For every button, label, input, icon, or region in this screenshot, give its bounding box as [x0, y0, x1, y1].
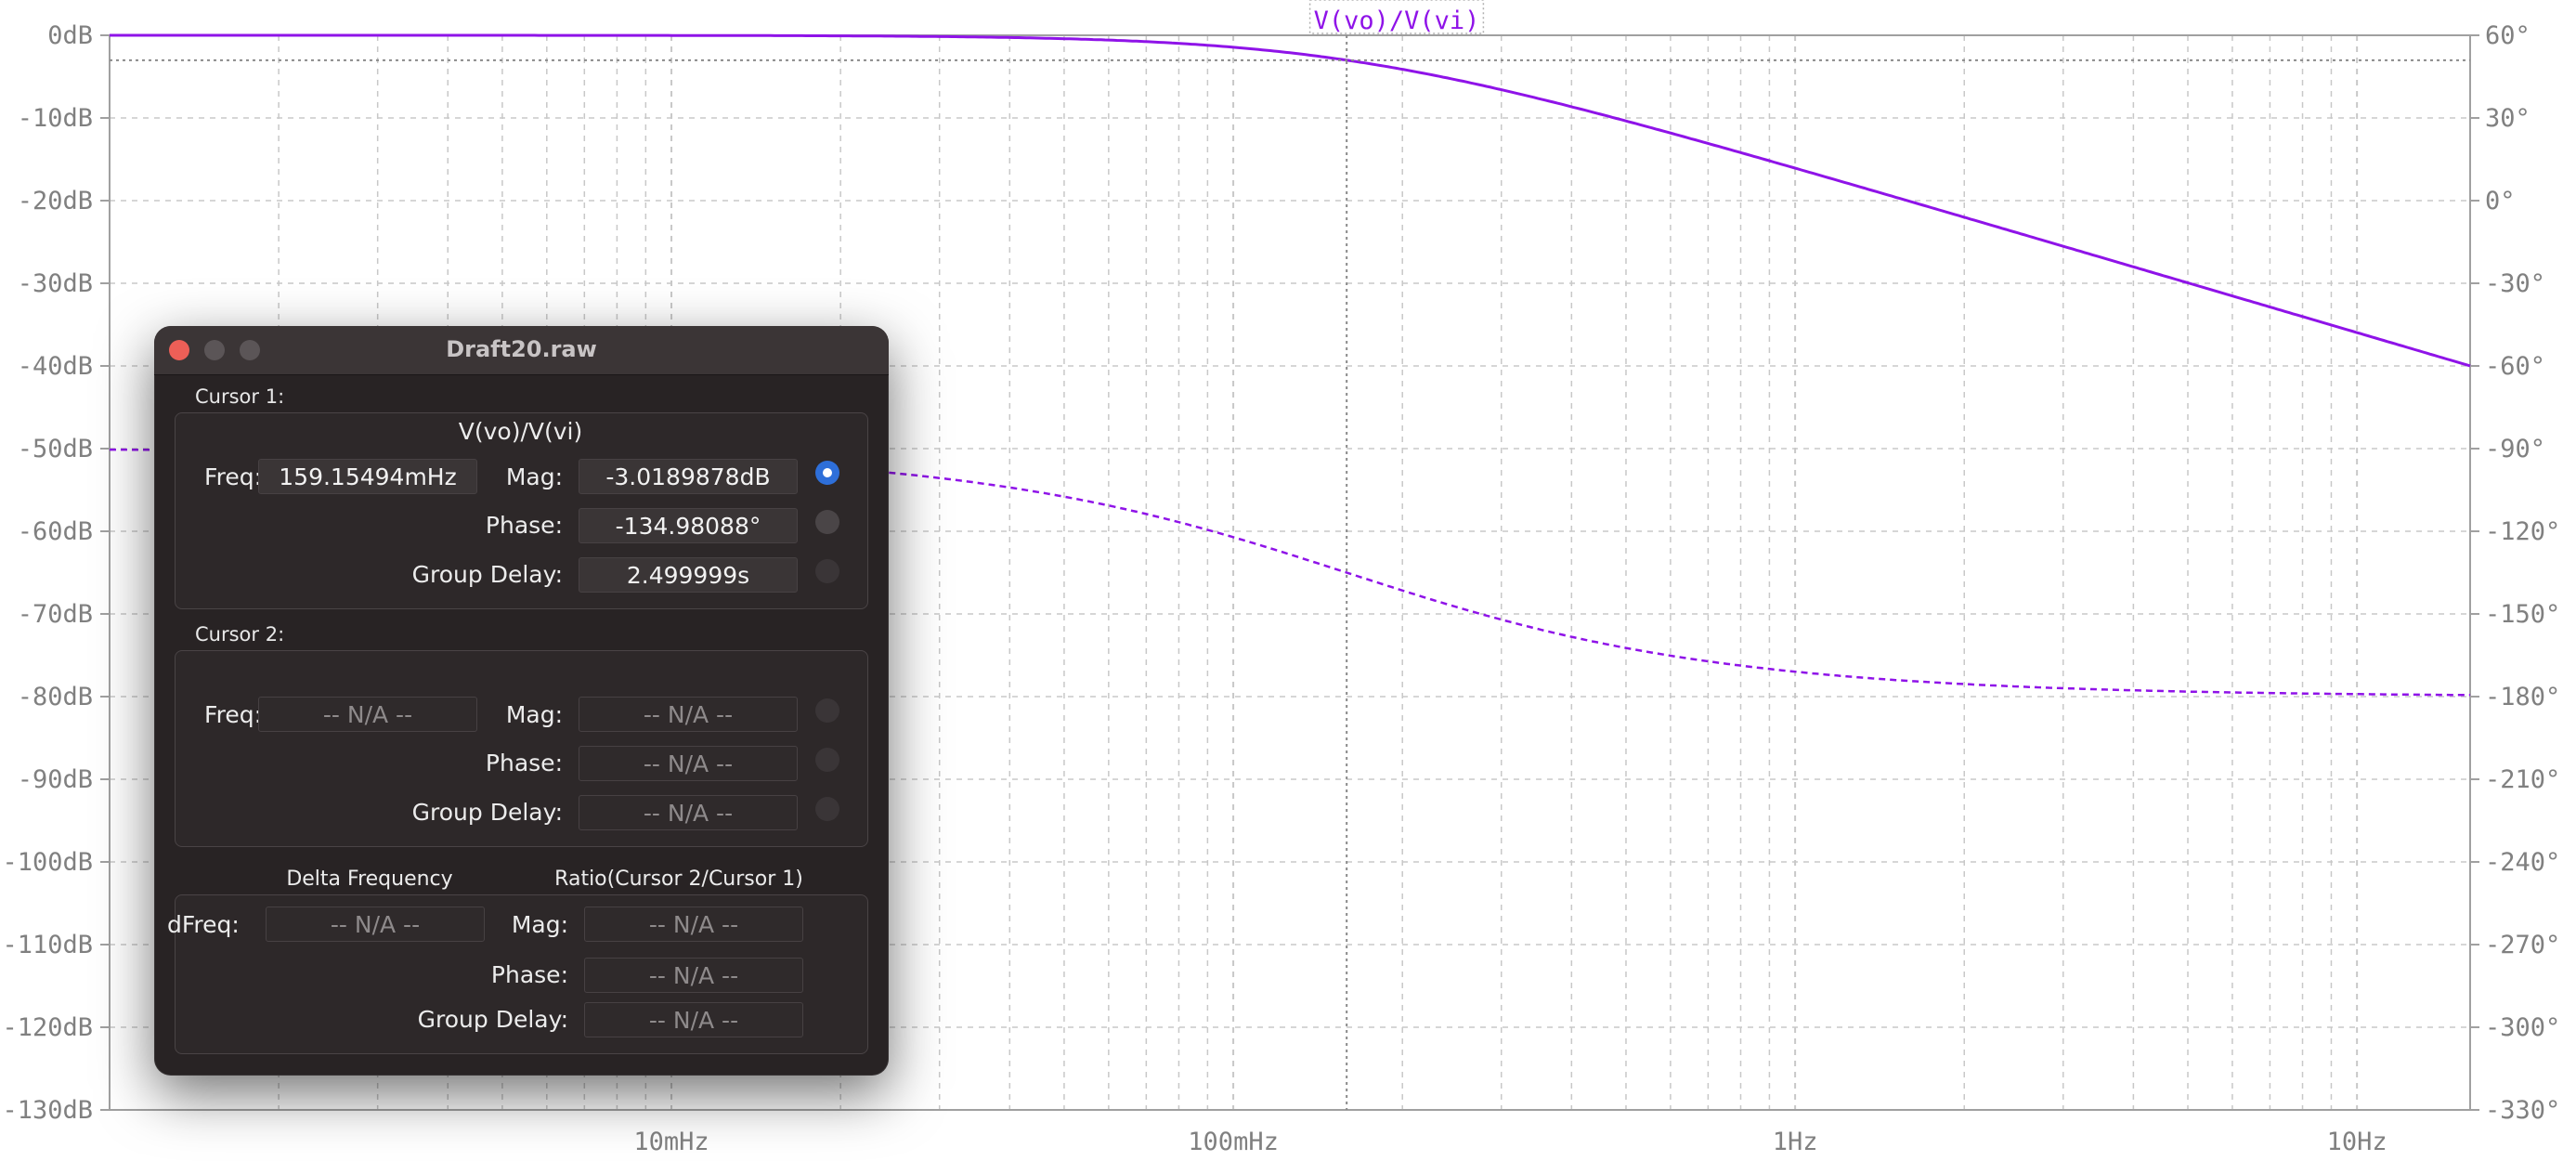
cursor2-phase-radio[interactable] [815, 748, 839, 772]
plot-border [109, 34, 2471, 1111]
left-tick-label: -60dB [18, 517, 93, 546]
left-tick-label: -100dB [2, 848, 93, 877]
magnitude-trace[interactable] [110, 33, 2471, 368]
x-tick-label: 10Hz [2327, 1128, 2387, 1156]
x-tick-label: 100mHz [1188, 1128, 1279, 1156]
x-tick-label: 1Hz [1773, 1128, 1818, 1156]
right-tick-label: -120° [2485, 517, 2560, 546]
ratio-group-delay-label: Group Delay: [417, 1006, 568, 1033]
window-title: Draft20.raw [446, 336, 597, 362]
trace-label-box [1308, 0, 1485, 34]
cursor2-mag-radio[interactable] [815, 698, 839, 723]
right-tick-label: -300° [2485, 1013, 2560, 1042]
right-tick-label: -60° [2485, 352, 2545, 381]
left-tick-label: -120dB [2, 1013, 93, 1042]
right-tick-label: -180° [2485, 683, 2560, 711]
cursor1-group-delay-label: Group Delay: [411, 561, 563, 588]
title-bar[interactable]: Draft20.raw [154, 326, 889, 375]
x-axis-ticks: 10mHz 100mHz 1Hz 10Hz [633, 1128, 2387, 1156]
left-tick-label: -40dB [18, 352, 93, 381]
right-tick-label: -30° [2485, 269, 2545, 298]
cursor1-phase-radio[interactable] [815, 510, 839, 534]
left-tick-label: -50dB [18, 435, 93, 463]
cursor1-trace-name: V(vo)/V(vi) [458, 418, 583, 445]
cursor1-mag-label: Mag: [505, 463, 563, 490]
ratio-mag-label: Mag: [511, 911, 568, 938]
left-tick-label: -70dB [18, 600, 93, 629]
cursor1-phase-label: Phase: [485, 512, 563, 539]
cursor1-phase-field[interactable]: -134.98088° [579, 508, 798, 543]
trace-name-label[interactable]: V(vo)/V(vi) [1314, 7, 1480, 35]
ratio-phase-field[interactable]: -- N/A -- [584, 958, 803, 993]
ratio-group-delay-field[interactable]: -- N/A -- [584, 1002, 803, 1037]
delta-frequency-header: Delta Frequency [286, 867, 453, 891]
cursor1-section-label: Cursor 1: [195, 385, 285, 408]
ratio-phase-label: Phase: [490, 961, 568, 988]
left-tick-label: -10dB [18, 104, 93, 133]
right-tick-label: -240° [2485, 848, 2560, 877]
x-tick-label: 10mHz [633, 1128, 709, 1156]
cursor-window[interactable]: Draft20.raw Cursor 1: V(vo)/V(vi) Freq: … [154, 326, 889, 1076]
cursor2-group-delay-label: Group Delay: [411, 799, 563, 826]
left-tick-label: -80dB [18, 683, 93, 711]
left-tick-label: 0dB [47, 21, 93, 50]
cursor2-freq-field[interactable]: -- N/A -- [258, 697, 477, 732]
ratio-header: Ratio(Cursor 2/Cursor 1) [554, 867, 803, 891]
left-tick-label: -20dB [18, 187, 93, 215]
cursor2-phase-label: Phase: [485, 750, 563, 776]
right-tick-label: 60° [2485, 21, 2530, 50]
cursor1-freq-label: Freq: [204, 463, 262, 490]
left-tick-label: -110dB [2, 931, 93, 959]
left-tick-label: -30dB [18, 269, 93, 298]
cursor1-group-delay-field[interactable]: 2.499999s [579, 557, 798, 593]
cursor2-phase-field[interactable]: -- N/A -- [579, 746, 798, 781]
cursor2-mag-label: Mag: [505, 701, 563, 728]
cursor2-mag-field[interactable]: -- N/A -- [579, 697, 798, 732]
cursor1-group-delay-radio[interactable] [815, 559, 839, 583]
right-tick-label: 30° [2485, 104, 2530, 133]
right-tick-label: -330° [2485, 1096, 2560, 1125]
left-axis-ticks: 0dB -10dB -20dB -30dB -40dB -50dB -60dB -70dB -8… [2, 21, 110, 1125]
cursor2-group-delay-field[interactable]: -- N/A -- [579, 795, 798, 830]
cursor1-freq-field[interactable]: 159.15494mHz [258, 459, 477, 494]
cursor2-group-delay-radio[interactable] [815, 797, 839, 821]
cursor2-freq-label: Freq: [204, 701, 262, 728]
right-tick-label: -150° [2485, 600, 2560, 629]
close-icon[interactable] [169, 340, 189, 360]
ratio-mag-field[interactable]: -- N/A -- [584, 907, 803, 942]
left-tick-label: -130dB [2, 1096, 93, 1125]
right-tick-label: -210° [2485, 765, 2560, 794]
trace-label-group[interactable]: V(vo)/V(vi) [1308, 0, 1485, 35]
dfreq-field[interactable]: -- N/A -- [266, 907, 485, 942]
maximize-icon[interactable] [240, 340, 260, 360]
cursor1-mag-field[interactable]: -3.0189878dB [579, 459, 798, 494]
left-tick-label: -90dB [18, 765, 93, 794]
minimize-icon[interactable] [204, 340, 225, 360]
cursor1-mag-radio[interactable] [815, 461, 839, 485]
plot-frame [109, 34, 2471, 1111]
cursor2-section-label: Cursor 2: [195, 623, 285, 646]
right-axis-ticks: 60° 30° 0° -30° -60° -90° -120° -150° -180° -210°… [2470, 21, 2560, 1125]
right-tick-label: 0° [2485, 187, 2516, 215]
right-tick-label: -270° [2485, 931, 2560, 959]
right-tick-label: -90° [2485, 435, 2545, 463]
dfreq-label: dFreq: [167, 911, 240, 938]
